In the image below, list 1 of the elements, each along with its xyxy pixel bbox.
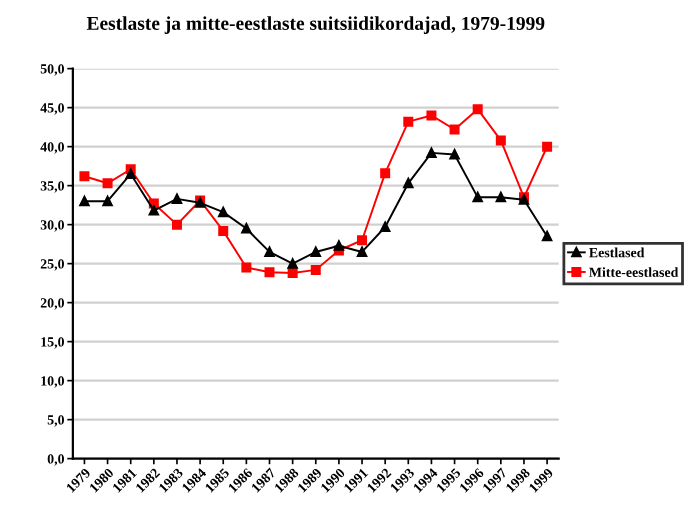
chart-title: Eestlaste ja mitte-eestlaste suitsiidikordajad, 1979-1999 xyxy=(86,16,545,34)
